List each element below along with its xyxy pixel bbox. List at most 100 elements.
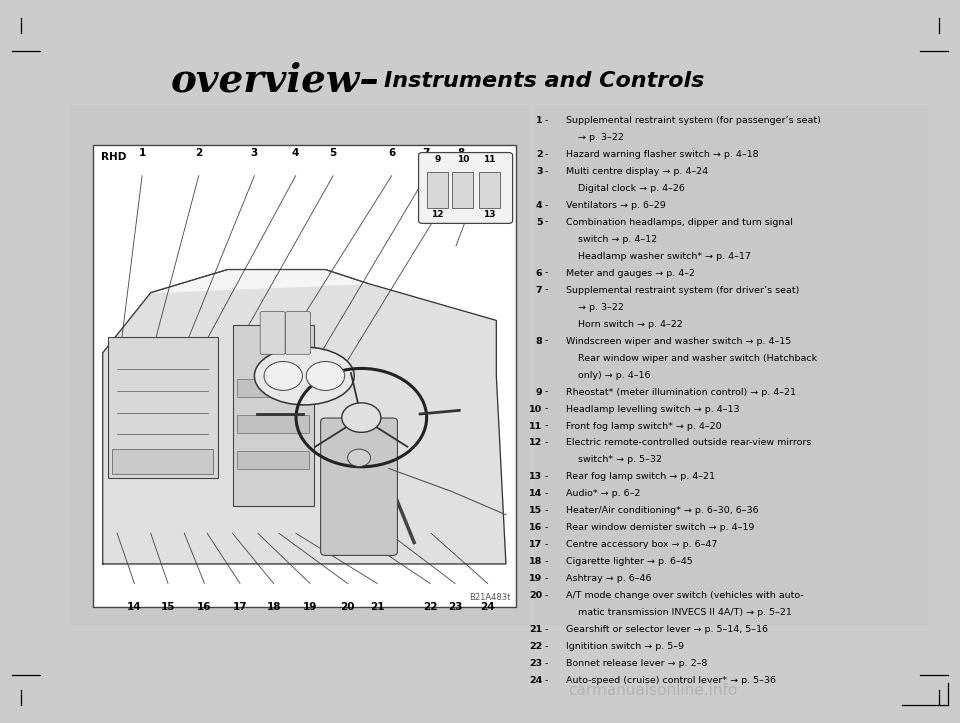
Circle shape — [306, 362, 345, 390]
Text: 12: 12 — [529, 438, 542, 448]
Text: 12: 12 — [431, 210, 444, 219]
Text: 24: 24 — [529, 676, 542, 685]
Text: Electric remote-controlled outside rear-view mirrors: Electric remote-controlled outside rear-… — [566, 438, 812, 448]
Text: 6: 6 — [536, 268, 542, 278]
Text: Rear window demister switch → p. 4–19: Rear window demister switch → p. 4–19 — [566, 523, 755, 532]
Text: 4: 4 — [536, 200, 542, 210]
Text: 21: 21 — [529, 625, 542, 634]
Text: -: - — [544, 506, 548, 515]
Text: Supplemental restraint system (for driver’s seat): Supplemental restraint system (for drive… — [566, 286, 800, 294]
Text: 16: 16 — [529, 523, 542, 532]
Text: -: - — [544, 336, 548, 346]
Text: Horn switch → p. 4–22: Horn switch → p. 4–22 — [566, 320, 684, 328]
Text: -: - — [544, 166, 548, 176]
Text: 18: 18 — [266, 602, 281, 612]
Text: 22: 22 — [422, 602, 438, 612]
Text: 19: 19 — [303, 602, 317, 612]
Text: 13: 13 — [483, 210, 496, 219]
Text: 24: 24 — [480, 602, 495, 612]
Text: 16: 16 — [197, 602, 212, 612]
FancyBboxPatch shape — [479, 172, 500, 208]
Text: 1: 1 — [536, 116, 542, 124]
Text: Multi centre display → p. 4–24: Multi centre display → p. 4–24 — [566, 166, 708, 176]
Text: Supplemental restraint system (for passenger’s seat): Supplemental restraint system (for passe… — [566, 116, 821, 124]
Text: RHD: RHD — [101, 152, 126, 162]
Text: -: - — [544, 438, 548, 448]
Text: -: - — [544, 150, 548, 158]
Text: 9: 9 — [435, 155, 441, 164]
Text: -: - — [544, 659, 548, 668]
Text: 10: 10 — [457, 155, 468, 164]
Text: -: - — [544, 625, 548, 634]
FancyBboxPatch shape — [535, 105, 928, 625]
Text: Rheostat* (meter illumination control) → p. 4–21: Rheostat* (meter illumination control) →… — [566, 388, 797, 396]
Text: 21: 21 — [370, 602, 385, 612]
Text: -: - — [544, 591, 548, 600]
FancyBboxPatch shape — [285, 312, 310, 354]
Text: 1: 1 — [138, 147, 146, 158]
Text: A/T mode change over switch (vehicles with auto-: A/T mode change over switch (vehicles wi… — [566, 591, 804, 600]
Text: 20: 20 — [529, 591, 542, 600]
Text: 6: 6 — [388, 147, 396, 158]
Text: Audio* → p. 6–2: Audio* → p. 6–2 — [566, 489, 640, 498]
Text: 17: 17 — [232, 602, 248, 612]
Text: 23: 23 — [447, 602, 463, 612]
Text: 23: 23 — [529, 659, 542, 668]
Ellipse shape — [254, 347, 354, 405]
Text: carmanualsonline.info: carmanualsonline.info — [568, 683, 737, 698]
Text: 13: 13 — [529, 472, 542, 482]
Text: 22: 22 — [529, 642, 542, 651]
FancyBboxPatch shape — [427, 172, 448, 208]
Circle shape — [264, 362, 302, 390]
Text: Ashtray → p. 6–46: Ashtray → p. 6–46 — [566, 574, 652, 583]
Text: → p. 3–22: → p. 3–22 — [566, 132, 624, 142]
Text: 17: 17 — [529, 540, 542, 549]
Polygon shape — [151, 270, 368, 293]
Text: Rear fog lamp switch → p. 4–21: Rear fog lamp switch → p. 4–21 — [566, 472, 715, 482]
Text: 19: 19 — [529, 574, 542, 583]
FancyBboxPatch shape — [108, 337, 218, 478]
Text: overview–: overview– — [170, 62, 379, 100]
Text: 4: 4 — [292, 147, 300, 158]
Text: 7: 7 — [422, 147, 430, 158]
FancyBboxPatch shape — [237, 415, 309, 433]
Polygon shape — [103, 270, 506, 564]
Text: Digital clock → p. 4–26: Digital clock → p. 4–26 — [566, 184, 685, 192]
FancyBboxPatch shape — [232, 325, 314, 505]
Text: Instruments and Controls: Instruments and Controls — [384, 71, 705, 91]
Text: -: - — [544, 200, 548, 210]
Text: matic transmission INVECS II 4A/T) → p. 5–21: matic transmission INVECS II 4A/T) → p. … — [566, 608, 792, 617]
Circle shape — [342, 403, 381, 432]
Text: Gearshift or selector lever → p. 5–14, 5–16: Gearshift or selector lever → p. 5–14, 5… — [566, 625, 768, 634]
Text: 5: 5 — [329, 147, 337, 158]
Text: -: - — [544, 489, 548, 498]
Text: Ignitition switch → p. 5–9: Ignitition switch → p. 5–9 — [566, 642, 684, 651]
Text: switch* → p. 5–32: switch* → p. 5–32 — [566, 455, 662, 464]
Text: -: - — [544, 676, 548, 685]
Text: -: - — [544, 388, 548, 396]
Text: 10: 10 — [529, 404, 542, 414]
Text: Rear window wiper and washer switch (Hatchback: Rear window wiper and washer switch (Hat… — [566, 354, 818, 362]
Text: 8: 8 — [536, 336, 542, 346]
Text: 2: 2 — [536, 150, 542, 158]
Text: 9: 9 — [536, 388, 542, 396]
Text: 15: 15 — [529, 506, 542, 515]
Text: -: - — [544, 557, 548, 566]
FancyBboxPatch shape — [93, 145, 516, 607]
Text: -: - — [544, 286, 548, 294]
Text: Hazard warning flasher switch → p. 4–18: Hazard warning flasher switch → p. 4–18 — [566, 150, 759, 158]
Text: 5: 5 — [536, 218, 542, 226]
Text: 7: 7 — [536, 286, 542, 294]
Text: Meter and gauges → p. 4–2: Meter and gauges → p. 4–2 — [566, 268, 695, 278]
Text: -: - — [544, 422, 548, 430]
FancyBboxPatch shape — [112, 449, 213, 474]
Text: -: - — [544, 540, 548, 549]
Text: -: - — [544, 642, 548, 651]
FancyBboxPatch shape — [69, 105, 530, 625]
Text: 8: 8 — [457, 147, 465, 158]
Text: Bonnet release lever → p. 2–8: Bonnet release lever → p. 2–8 — [566, 659, 708, 668]
Text: only) → p. 4–16: only) → p. 4–16 — [566, 370, 651, 380]
Circle shape — [348, 449, 371, 466]
Text: -: - — [544, 268, 548, 278]
Text: Auto-speed (cruise) control lever* → p. 5–36: Auto-speed (cruise) control lever* → p. … — [566, 676, 777, 685]
